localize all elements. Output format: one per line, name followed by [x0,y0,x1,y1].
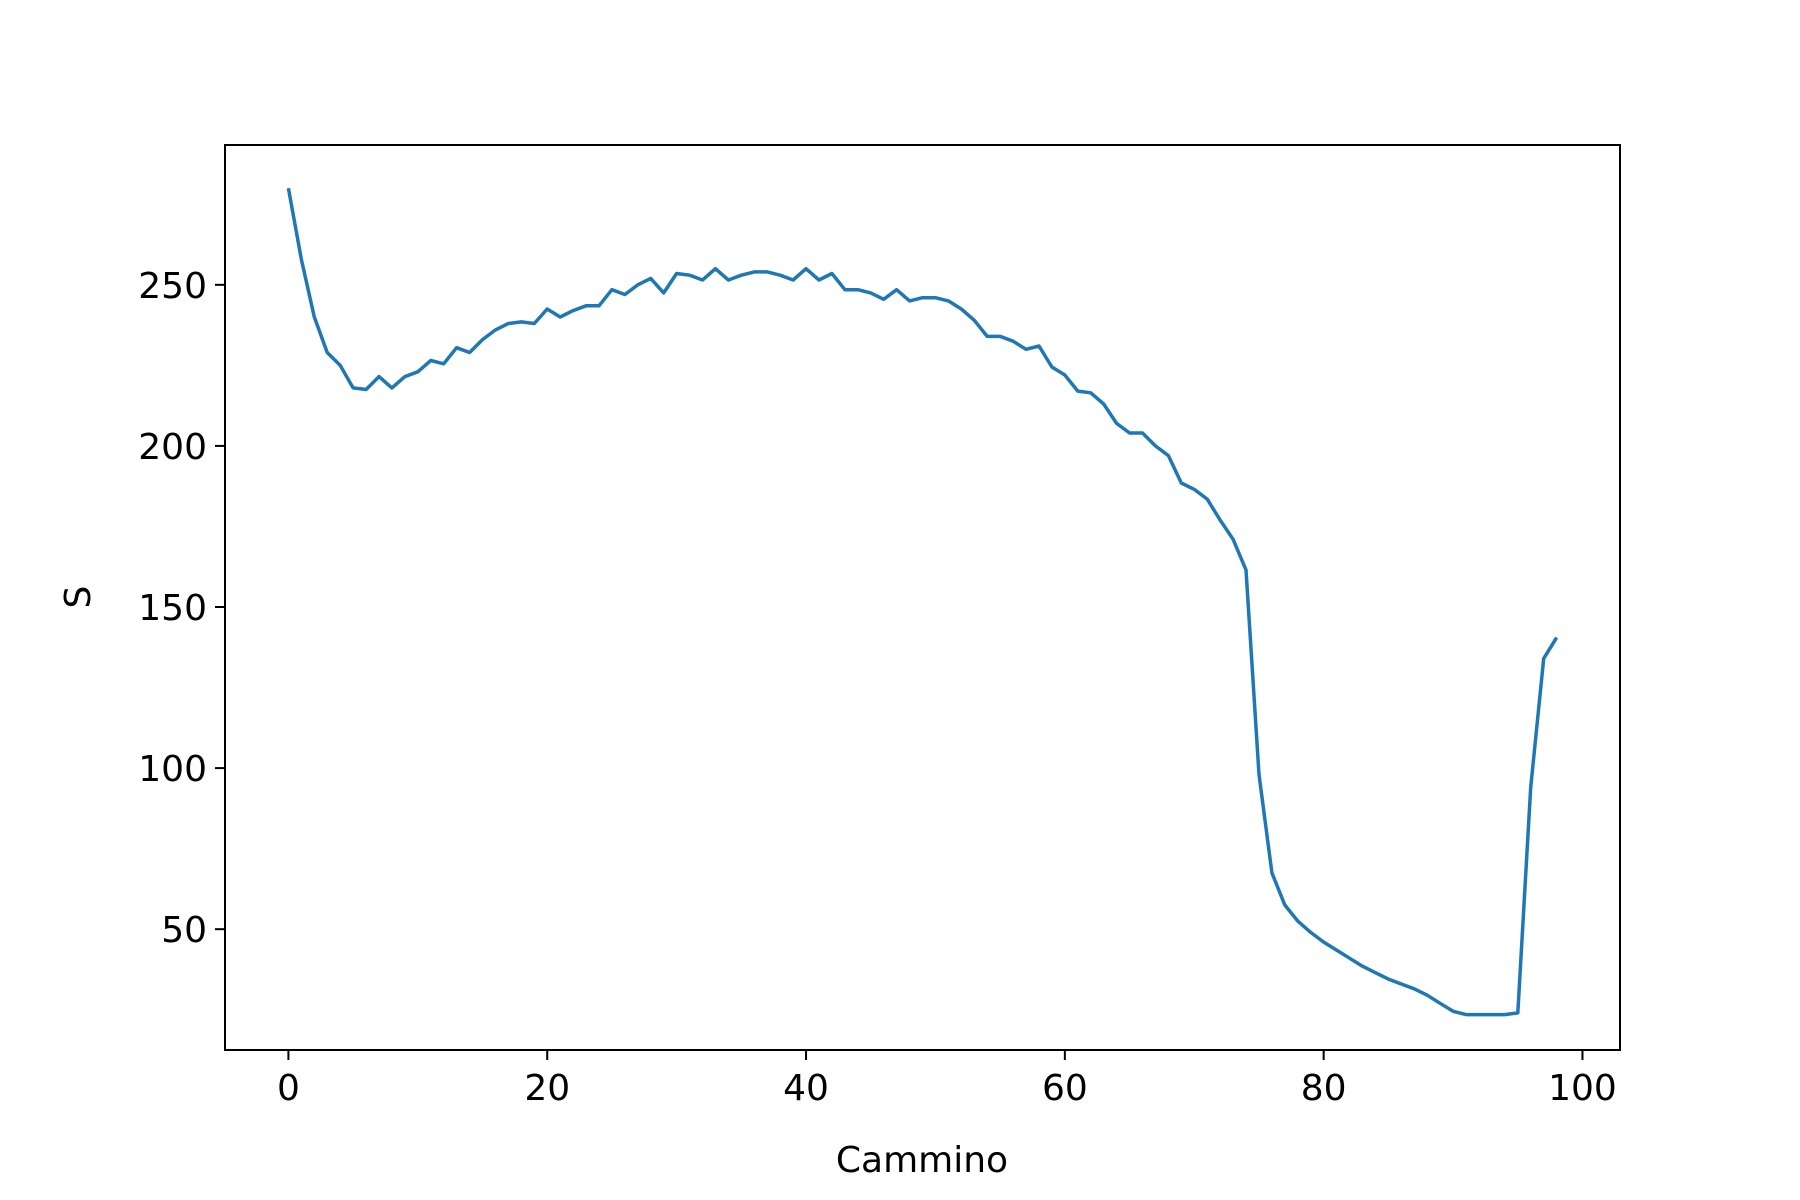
x-tick-label: 40 [783,1068,829,1109]
x-tick-label: 80 [1301,1068,1347,1109]
x-tick-label: 100 [1548,1068,1617,1109]
y-axis: 50 100 150 200 250 [138,266,225,951]
axes-frame [224,144,1621,1051]
x-axis-title: Cammino [836,1140,1008,1181]
y-tick-label: 50 [161,910,207,951]
x-tick-label: 60 [1042,1068,1088,1109]
y-tick-label: 150 [138,588,207,629]
series-line-0 [286,187,1559,1017]
x-axis: 0 20 40 60 80 100 [277,1050,1617,1109]
plot-area [286,187,1559,1017]
x-tick-label: 20 [524,1068,570,1109]
y-tick-label: 200 [138,427,207,468]
y-tick-label: 100 [138,749,207,790]
y-tick-label: 250 [138,266,207,307]
y-axis-title: S [58,586,99,609]
x-tick-label: 0 [277,1068,300,1109]
